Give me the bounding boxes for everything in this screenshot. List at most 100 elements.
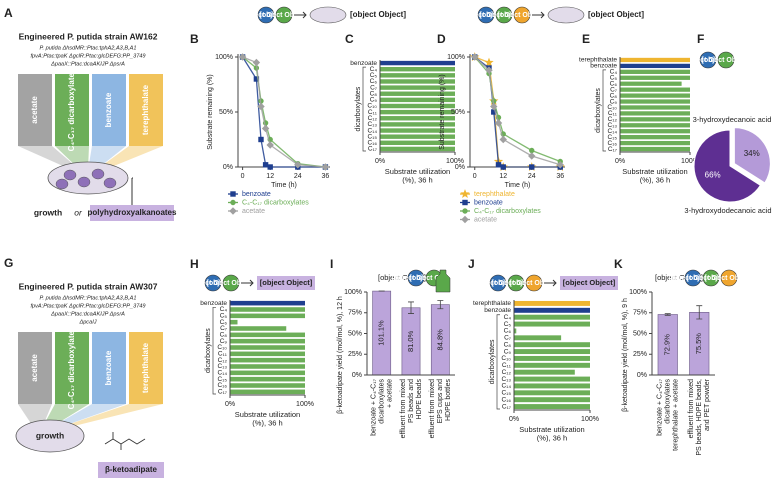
legend-label: terephthalate — [474, 191, 515, 198]
icon-label: [object Object] — [509, 280, 558, 287]
granule — [55, 178, 69, 190]
x-tick-label: 0% — [615, 158, 625, 165]
category-label: C₁₆ — [501, 396, 511, 403]
x-axis-label: Substrate utilization — [622, 167, 687, 176]
category-label: C₁₆ — [607, 140, 617, 147]
category-label: PS beads, HDPE beads, — [696, 379, 703, 456]
genotype: P. putida ΔhsdMR::Ptac:tphA2,A3,B,A1 — [40, 295, 137, 301]
marker — [485, 66, 493, 74]
bar — [620, 69, 690, 74]
substrate-column — [18, 74, 52, 146]
bar — [230, 313, 305, 319]
category-label: C₉ — [504, 348, 512, 355]
bar — [620, 140, 690, 146]
category-label: benzoate + C₄-C₁₇ — [657, 378, 664, 435]
series-line — [242, 56, 326, 168]
y-tick-label: 0% — [637, 372, 647, 379]
bar — [620, 111, 690, 116]
category-label: PS beads and — [408, 379, 415, 423]
bar — [514, 390, 590, 396]
x-tick-label: 36 — [556, 173, 564, 180]
substrate-column — [92, 332, 126, 404]
bar — [620, 57, 690, 63]
category-label: C₅ — [610, 75, 618, 82]
bar — [380, 97, 455, 103]
substrate-label: C₄-C₁₇ dicarboxylates — [67, 68, 76, 151]
marker — [257, 102, 265, 111]
bar — [514, 383, 590, 389]
category-label: C₁₃ — [501, 376, 511, 383]
y-tick-label: 25% — [348, 351, 362, 358]
category-label: C₁₅ — [367, 133, 377, 140]
legend-label: acetate — [242, 208, 265, 215]
category-label: C₉ — [370, 97, 378, 104]
category-label: C₁₄ — [501, 383, 511, 390]
bar — [620, 93, 690, 98]
icon-circle — [513, 6, 531, 24]
group-label: dicarboxylates — [355, 86, 362, 131]
category-label: and PET powder — [704, 378, 711, 431]
marker — [262, 162, 269, 168]
bar — [230, 332, 305, 338]
category-label: C₁₂ — [502, 369, 512, 376]
marker — [529, 164, 535, 170]
substrate-column — [18, 332, 52, 404]
genotype: P. putida ΔhsdMR::Ptac:tphA2,A3,B,A1 — [40, 45, 137, 51]
panel-letter: I — [330, 257, 333, 271]
bar — [380, 116, 455, 121]
icon-label: [object Object] — [473, 280, 522, 287]
category-label: C₇ — [504, 335, 511, 342]
value-label: 81.0% — [406, 330, 415, 352]
genotype: ΔpaaX::Ptac:dcaAKIJP ΔpsrA — [50, 61, 125, 67]
marker — [321, 163, 330, 171]
category-label: effluent from mixed — [429, 379, 436, 439]
category-label: C₁₄ — [217, 370, 227, 377]
group-bracket — [496, 314, 500, 410]
category-label: C₅ — [504, 321, 512, 328]
legend-label: C₄-C₁₇ dicarboxylates — [474, 208, 541, 215]
category-label: C₁₃ — [607, 122, 617, 129]
y-axis-label: β-ketoadipate yield (mol/mol, %), 9 h — [622, 298, 629, 412]
bar — [620, 63, 690, 69]
arrow — [532, 11, 545, 19]
output-label: or — [74, 207, 83, 217]
icon-cell — [309, 6, 347, 24]
category-label: C₅ — [370, 72, 378, 79]
icon-label: [object Object] — [563, 278, 616, 287]
icon-circle — [407, 269, 425, 287]
x-tick-label: 12 — [499, 173, 507, 180]
bar — [514, 335, 562, 341]
category-label: + acetate — [387, 379, 394, 408]
y-tick-label: 50% — [633, 330, 647, 337]
bar — [514, 355, 590, 361]
category-label: C₁₀ — [367, 103, 377, 110]
bar — [620, 99, 690, 104]
x-axis-label: Time (h) — [505, 182, 531, 189]
category-label: dicarboxylates — [665, 379, 672, 424]
y-tick-label: 0% — [455, 164, 465, 171]
substrate-column — [129, 332, 163, 404]
genotype: fpvA:Ptac:tpaK ΔgclR:Ptac:glcDEFG:PP_374… — [30, 303, 145, 309]
y-tick-label: 75% — [348, 310, 362, 317]
category-label: benzoate — [200, 300, 227, 307]
category-label: C₇ — [220, 325, 227, 332]
icon-label: [object Object] — [461, 12, 510, 19]
y-tick-label: 50% — [219, 109, 233, 116]
bar — [380, 91, 455, 96]
marker — [494, 119, 503, 127]
bar — [514, 321, 590, 327]
pie-slice — [733, 127, 771, 184]
arrow — [241, 279, 254, 287]
group-label: dicarboxylates — [489, 339, 496, 384]
x-axis-label: Substrate utilization — [519, 425, 584, 434]
x-axis-label: (%), 36 h — [402, 175, 432, 184]
category-label: benzoate — [590, 63, 617, 70]
x-axis-label: (%), 36 h — [537, 433, 567, 442]
category-label: C₁₀ — [607, 104, 617, 111]
substrate-label: acetate — [30, 354, 39, 382]
panel-letter: B — [190, 32, 199, 46]
bar — [230, 364, 305, 369]
bar — [620, 87, 690, 92]
category-label: C₁₄ — [367, 127, 377, 134]
category-label: C₁₆ — [367, 140, 377, 147]
